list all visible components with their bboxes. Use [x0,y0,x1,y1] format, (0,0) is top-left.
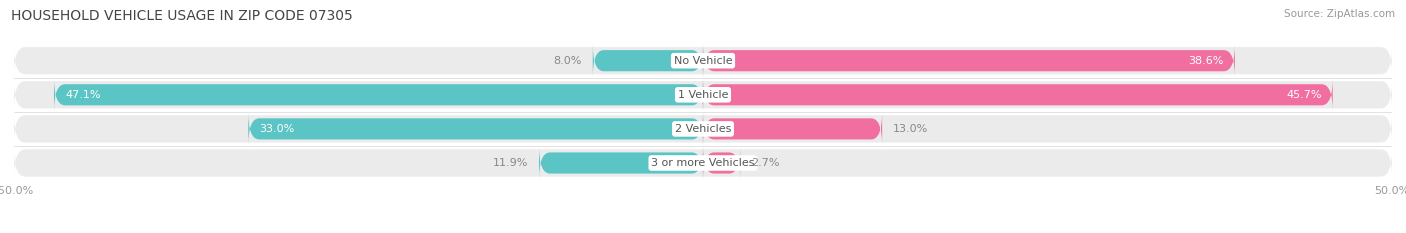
FancyBboxPatch shape [14,115,1392,143]
Legend: Owner-occupied, Renter-occupied: Owner-occupied, Renter-occupied [586,230,820,233]
Text: 3 or more Vehicles: 3 or more Vehicles [651,158,755,168]
FancyBboxPatch shape [703,78,1333,112]
FancyBboxPatch shape [14,149,1392,177]
Text: 11.9%: 11.9% [492,158,529,168]
FancyBboxPatch shape [53,78,703,112]
Text: 1 Vehicle: 1 Vehicle [678,90,728,100]
FancyBboxPatch shape [249,112,703,146]
FancyBboxPatch shape [14,47,1392,74]
Text: Source: ZipAtlas.com: Source: ZipAtlas.com [1284,9,1395,19]
Text: 13.0%: 13.0% [893,124,928,134]
Text: 38.6%: 38.6% [1188,56,1223,66]
Text: 47.1%: 47.1% [65,90,101,100]
Text: HOUSEHOLD VEHICLE USAGE IN ZIP CODE 07305: HOUSEHOLD VEHICLE USAGE IN ZIP CODE 0730… [11,9,353,23]
FancyBboxPatch shape [703,112,882,146]
FancyBboxPatch shape [14,81,1392,108]
Text: 2.7%: 2.7% [751,158,780,168]
Text: 8.0%: 8.0% [554,56,582,66]
FancyBboxPatch shape [593,44,703,77]
Text: 2 Vehicles: 2 Vehicles [675,124,731,134]
Text: 45.7%: 45.7% [1286,90,1322,100]
Text: 33.0%: 33.0% [259,124,295,134]
Text: No Vehicle: No Vehicle [673,56,733,66]
FancyBboxPatch shape [703,44,1234,77]
FancyBboxPatch shape [538,146,703,180]
FancyBboxPatch shape [703,146,740,180]
